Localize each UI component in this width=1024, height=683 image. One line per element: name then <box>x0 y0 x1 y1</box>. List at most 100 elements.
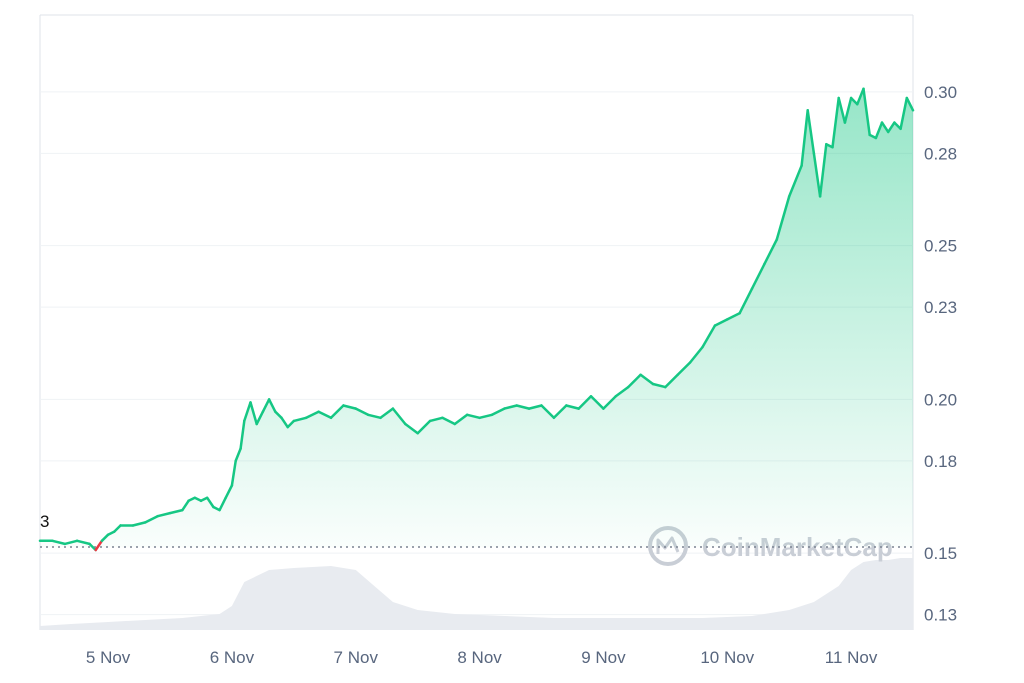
price-line-segment <box>205 496 215 509</box>
price-line-segment <box>88 542 97 552</box>
price-line-segment <box>775 195 791 241</box>
price-line-segment <box>726 312 741 321</box>
price-line-segment <box>862 87 871 137</box>
price-line-segment <box>274 410 283 420</box>
price-line-segment <box>688 345 704 364</box>
price-line-segment <box>144 514 159 524</box>
price-line-segment <box>100 533 110 543</box>
price-line-segment <box>168 508 184 515</box>
price-line-segment <box>713 318 729 327</box>
price-line-segment <box>626 373 642 389</box>
y-tick-label: 0.30 <box>924 83 957 102</box>
volume-layer <box>40 558 913 630</box>
y-tick-label: 0.28 <box>924 144 957 163</box>
price-line-segment <box>800 109 809 167</box>
x-tick-label: 6 Nov <box>210 648 255 667</box>
price-layer <box>38 87 915 552</box>
price-line-segment <box>317 410 333 420</box>
marker-label: 3 <box>40 512 49 531</box>
price-line-segment <box>465 413 481 420</box>
price-line-segment <box>806 109 816 155</box>
y-tick-label: 0.20 <box>924 390 957 409</box>
price-line-segment <box>589 395 605 410</box>
price-line-segment <box>701 324 717 349</box>
price-line-segment <box>243 401 252 423</box>
price-line-segment <box>503 404 518 410</box>
price-line-segment <box>787 164 803 198</box>
x-tick-label: 10 Nov <box>700 648 754 667</box>
price-line-segment <box>552 404 568 420</box>
price-line-segment <box>527 404 543 410</box>
y-tick-label: 0.13 <box>924 606 957 625</box>
price-line-segment <box>602 395 618 410</box>
price-line-segment <box>379 407 395 420</box>
price-line-segment <box>329 404 345 420</box>
price-line-segment <box>280 416 289 429</box>
price-line-segment <box>577 395 593 410</box>
price-line-segment <box>354 407 370 417</box>
price-line-segment <box>416 419 432 435</box>
price-line-segment <box>738 287 754 315</box>
price-line-segment <box>540 404 556 420</box>
price-line-segment <box>515 404 531 410</box>
marker-layer: 3 <box>40 512 49 531</box>
price-line-segment <box>342 404 358 410</box>
price-line-segment <box>51 539 67 546</box>
x-tick-label: 8 Nov <box>457 648 502 667</box>
price-line-segment <box>218 496 227 512</box>
price-line-segment <box>181 499 190 512</box>
price-line-segment <box>478 413 494 420</box>
price-line-segment <box>831 96 840 149</box>
x-tick-label: 9 Nov <box>581 648 626 667</box>
price-line-segment <box>843 96 853 124</box>
x-tick-label: 5 Nov <box>86 648 131 667</box>
price-line-segment <box>639 373 655 386</box>
x-axis: 5 Nov 6 Nov 7 Nov 8 Nov 9 Nov 10 Nov 11 Nov <box>86 648 878 667</box>
price-line-segment <box>234 447 242 463</box>
x-tick-label: 11 Nov <box>825 648 878 667</box>
price-line-segment <box>812 152 822 198</box>
price-line-segment <box>224 484 234 500</box>
price-line-segment <box>404 422 419 435</box>
price-line-segment <box>255 410 265 426</box>
price-line-segment <box>614 385 630 398</box>
price-line-segment <box>113 524 122 533</box>
price-line-segment <box>261 398 271 413</box>
price-line-segment <box>763 238 779 266</box>
y-axis: 0.30 0.28 0.25 0.23 0.20 0.18 0.15 0.13 <box>924 83 957 625</box>
price-line-segment <box>565 404 580 410</box>
price-line-segment <box>441 416 457 426</box>
price-line-segment <box>304 410 320 420</box>
price-line-segment <box>899 96 909 131</box>
x-tick-label: 7 Nov <box>334 648 379 667</box>
price-line-segment <box>676 361 692 377</box>
y-tick-label: 0.15 <box>924 544 957 563</box>
price-line-segment <box>63 539 79 546</box>
price-line-segment <box>239 419 246 450</box>
price-area <box>40 88 913 551</box>
y-tick-label: 0.23 <box>924 298 957 317</box>
y-tick-label: 0.25 <box>924 237 957 256</box>
price-line-segment <box>880 121 890 134</box>
volume-area <box>40 558 913 630</box>
price-line-segment <box>156 511 172 518</box>
price-line-segment <box>428 416 444 423</box>
price-line-segment <box>453 413 469 426</box>
price-line-segment <box>886 121 896 134</box>
y-tick-label: 0.18 <box>924 452 957 471</box>
price-line-segment <box>366 413 382 420</box>
price-line-segment <box>267 398 277 413</box>
price-line-segment <box>874 121 884 140</box>
price-line-segment <box>856 87 865 106</box>
price-line-segment <box>837 96 847 124</box>
price-line-segment <box>230 459 237 487</box>
price-line-segment <box>75 539 91 546</box>
price-line-segment <box>664 373 679 389</box>
price-line-segment <box>651 382 667 389</box>
price-line-segment <box>391 407 407 426</box>
price-line-segment <box>490 407 506 417</box>
price-line-segment <box>905 96 915 112</box>
price-line-segment <box>818 142 828 198</box>
price-line-segment <box>286 419 296 429</box>
